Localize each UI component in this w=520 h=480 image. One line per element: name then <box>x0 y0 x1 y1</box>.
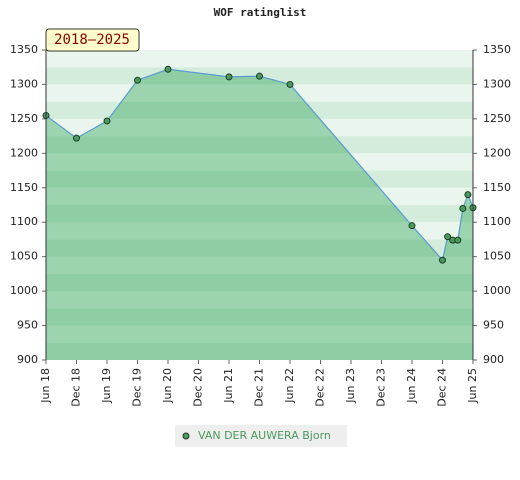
plot-band <box>46 136 473 154</box>
plot-band <box>46 239 473 257</box>
plot-band <box>46 291 473 309</box>
y2-tick-label: 1000 <box>483 284 511 297</box>
legend-box <box>175 425 347 447</box>
point <box>454 236 462 244</box>
point <box>444 233 452 241</box>
plot-band <box>46 222 473 240</box>
x-tick-label: Dec 19 <box>131 368 144 407</box>
y-tick-label: 1250 <box>10 112 38 125</box>
x-tick-label: Dec 22 <box>314 368 327 407</box>
plot-band <box>46 256 473 274</box>
legend-marker <box>182 432 190 440</box>
y2-tick-label: 1300 <box>483 77 511 90</box>
plot-band <box>46 50 473 68</box>
point <box>164 65 172 73</box>
x-tick-label: Dec 20 <box>192 368 205 407</box>
x-tick-label: Jun 21 <box>222 368 235 404</box>
y2-tick-label: 1350 <box>483 43 511 56</box>
x-tick-label: Jun 25 <box>466 368 479 404</box>
y2-tick-label: 1250 <box>483 112 511 125</box>
point <box>134 76 141 84</box>
plot-band <box>46 84 473 102</box>
point <box>464 191 472 199</box>
annotation: 2018–2025 <box>54 32 130 48</box>
plot-band <box>46 170 473 188</box>
legend-label: VAN DER AUWERA Bjorn <box>198 429 331 442</box>
x-tick-label: Dec 18 <box>70 368 83 407</box>
plot-band <box>46 153 473 171</box>
x-tick-label: Dec 24 <box>436 368 449 407</box>
point <box>408 222 416 230</box>
line <box>45 68 474 262</box>
area <box>46 69 473 361</box>
y2-tick-label: 950 <box>483 319 504 332</box>
plot-band <box>46 308 473 326</box>
plot-band <box>46 325 473 343</box>
plot-band <box>46 273 473 292</box>
plot-band <box>46 118 473 137</box>
point <box>459 204 467 212</box>
point <box>73 134 80 142</box>
y-tick-label: 1000 <box>10 284 38 297</box>
x-tick-label: Dec 23 <box>375 368 388 407</box>
x-tick-label: Jun 22 <box>283 368 296 404</box>
y2-tick-label: 900 <box>483 353 504 366</box>
point <box>286 80 294 88</box>
plot-band <box>46 187 473 205</box>
x-tick-label: Jun 20 <box>161 368 174 404</box>
plot-band <box>46 101 473 119</box>
plot-band <box>46 342 473 360</box>
y-tick-label: 1050 <box>10 250 38 263</box>
y2-tick-label: 1050 <box>483 250 511 263</box>
y-tick-label: 1350 <box>10 43 38 56</box>
chart-title: WOF ratinglist <box>214 6 307 19</box>
y-tick-label: 1150 <box>10 181 38 194</box>
legend: VAN DER AUWERA Bjorn <box>175 425 347 447</box>
y2-tick-label: 1150 <box>483 181 511 194</box>
x-tick-label: Dec 21 <box>253 368 266 407</box>
plot-band <box>46 205 473 223</box>
point <box>256 72 263 80</box>
point <box>439 256 446 264</box>
y-tick-label: 1200 <box>10 146 38 159</box>
annotation-box <box>45 28 140 52</box>
y-tick-label: 950 <box>17 319 38 332</box>
x-tick-label: Jun 24 <box>405 368 418 404</box>
x-tick-label: Jun 23 <box>344 368 357 404</box>
x-tick-label: Jun 19 <box>100 368 113 404</box>
x-tick-label: Jun 18 <box>39 368 52 404</box>
y-tick-label: 900 <box>17 353 38 366</box>
y-tick-label: 1300 <box>10 77 38 90</box>
point <box>103 117 111 125</box>
y2-tick-label: 1200 <box>483 146 511 159</box>
y-tick-label: 1100 <box>10 215 38 228</box>
point <box>225 73 233 81</box>
y2-tick-label: 1100 <box>483 215 511 228</box>
